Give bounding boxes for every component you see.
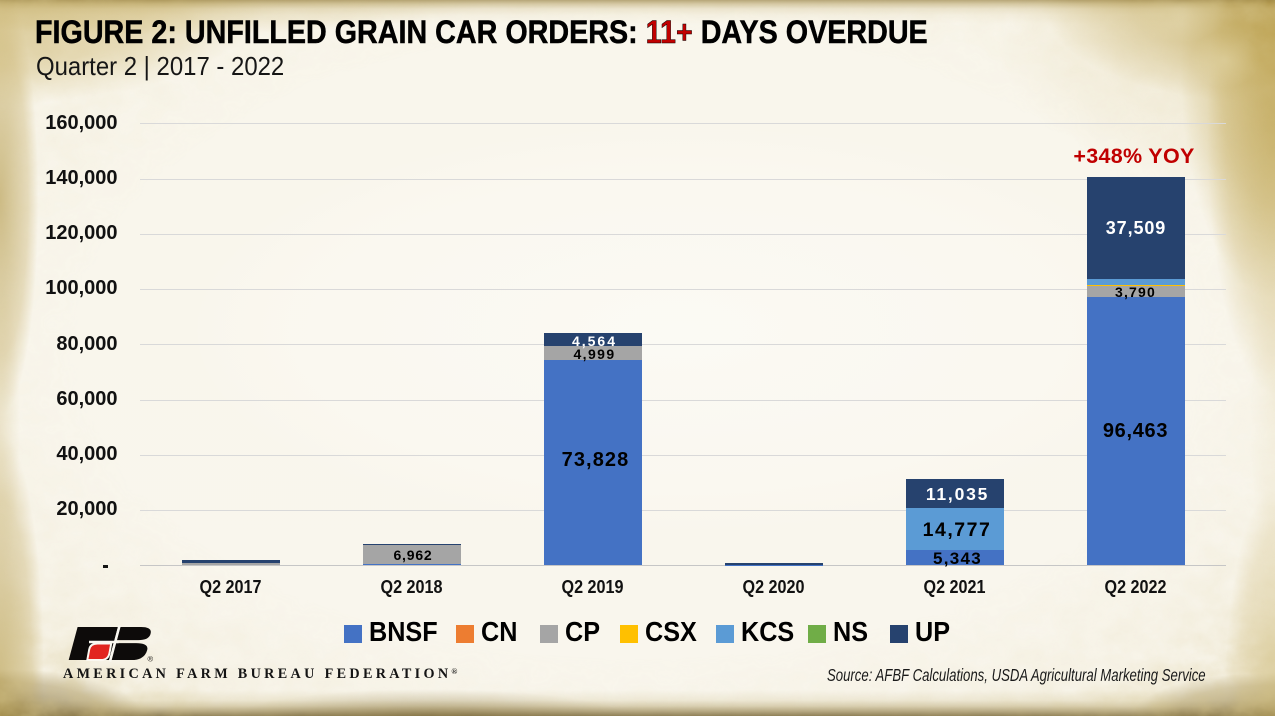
svg-text:®: ® bbox=[148, 655, 154, 664]
